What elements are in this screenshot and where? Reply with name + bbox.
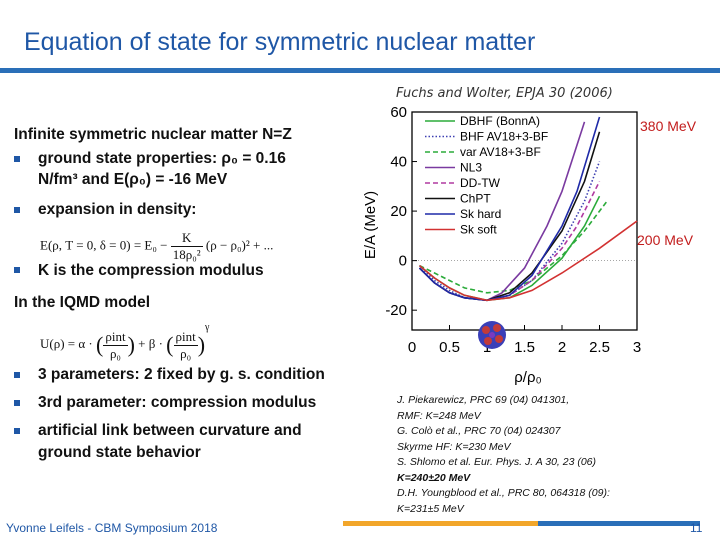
legend-entry: Sk soft (460, 223, 497, 237)
y-tick-label: 40 (390, 154, 407, 171)
y-tick-label: 0 (399, 253, 407, 270)
eq1-lhs: E(ρ, T = 0, δ = 0) = E₀ − (40, 237, 168, 253)
reference-line: J. Piekarewicz, PRC 69 (04) 041301, (397, 394, 570, 406)
bullet-third-parameter: 3rd parameter: compression modulus (38, 394, 317, 411)
x-tick-label: 1.5 (514, 339, 535, 356)
bullet-marker (14, 207, 20, 213)
footer-bar-blue (538, 521, 700, 526)
heading-infinite-matter: Infinite symmetric nuclear matter N=Z (14, 126, 292, 143)
series-line-2 (418, 161, 601, 302)
bullet-marker (14, 267, 20, 273)
eq2-mid: + β · (138, 336, 163, 351)
bullet-artificial-link-line2: ground state behavior (38, 444, 201, 461)
y-tick-label: -20 (385, 302, 407, 319)
bullet-ground-state-line1: ground state properties: ρ₀ = 0.16 (38, 150, 286, 167)
reference-line: G. Colò et al., PRC 70 (04) 024307 (397, 425, 561, 437)
x-tick-label: 2 (558, 339, 566, 356)
eq1-fraction: K 18ρ₀² (170, 230, 203, 263)
series-line-3 (419, 200, 608, 294)
y-tick-label: 20 (390, 203, 407, 220)
eq2-numerator-1: ρint (103, 328, 128, 346)
eq1-numerator: K (170, 230, 203, 247)
reference-line: RMF: K=248 MeV (397, 409, 481, 422)
eq2-exponent: γ (205, 322, 210, 333)
bullet-marker (14, 372, 20, 378)
bullet-marker (14, 428, 20, 434)
legend-entry: Sk hard (460, 207, 501, 221)
bullet-expansion: expansion in density: (38, 201, 197, 218)
eq2-denominator-2: ρ₀ (180, 345, 192, 361)
title-rule (0, 68, 720, 73)
annotation-200-mev: 200 MeV (637, 232, 694, 248)
eq2-lhs: U(ρ) = α · (40, 336, 93, 351)
eq2-numerator-2: ρint (173, 328, 198, 346)
bullet-compression-modulus: K is the compression modulus (38, 262, 264, 279)
eq2-fraction-2: ρint ρ₀ (173, 328, 198, 362)
annotation-380-mev: 380 MeV (640, 118, 697, 134)
eq1-denominator: 18ρ₀² (172, 247, 201, 262)
bullet-three-parameters: 3 parameters: 2 fixed by g. s. condition (38, 366, 325, 383)
bullet-artificial-link-line1: artificial link between curvature and (38, 422, 302, 439)
reference-line: K=231±5 MeV (397, 502, 464, 515)
x-tick-label: 2.5 (589, 339, 610, 356)
equation-iqmd-potential: U(ρ) = α · ( ρint ρ₀ ) + β · ( ρint ρ₀ )… (40, 322, 210, 362)
x-tick-label: 3 (633, 339, 641, 356)
nucleus-illustration (478, 321, 506, 349)
y-axis-label: E/A (MeV) (362, 191, 379, 259)
legend-entry: DBHF (BonnA) (460, 114, 540, 128)
heading-iqmd: In the IQMD model (14, 294, 151, 311)
reference-line: Skyrme HF: K=230 MeV (397, 440, 511, 453)
series-line-8 (418, 220, 638, 302)
y-tick-label: 60 (390, 104, 407, 121)
reference-line: K=240±20 MeV (397, 471, 471, 484)
x-tick-label: 0.5 (439, 339, 460, 356)
equation-expansion: E(ρ, T = 0, δ = 0) = E₀ − K 18ρ₀² (ρ − ρ… (40, 230, 273, 263)
x-tick-label: 0 (408, 339, 416, 356)
page-number: 11 (690, 521, 703, 535)
eq1-rhs: (ρ − ρ₀)² + ... (205, 237, 274, 253)
x-axis-label: ρ/ρ₀ (514, 369, 541, 386)
legend-entry: var AV18+3-BF (460, 145, 541, 159)
footer-bar-orange (343, 521, 538, 526)
legend-entry: DD-TW (460, 176, 501, 190)
citation: Fuchs and Wolter, EPJA 30 (2006) (396, 86, 613, 101)
reference-line: S. Shlomo et al. Eur. Phys. J. A 30, 23 … (397, 456, 597, 468)
series-line-7 (418, 116, 601, 302)
legend-entry: BHF AV18+3-BF (460, 130, 548, 144)
bullet-ground-state-line2: N/fm³ and E(ρ₀) = -16 MeV (38, 171, 228, 188)
reference-line: D.H. Youngblood et al., PRC 80, 064318 (… (397, 487, 610, 499)
bullet-marker (14, 400, 20, 406)
bullet-marker (14, 156, 20, 162)
legend-entry: ChPT (460, 192, 491, 206)
eq2-denominator-1: ρ₀ (109, 345, 121, 361)
slide-title: Equation of state for symmetric nuclear … (24, 28, 536, 56)
eq2-fraction-1: ρint ρ₀ (103, 328, 128, 362)
footer-text: Yvonne Leifels - CBM Symposium 2018 (6, 521, 218, 535)
legend-entry: NL3 (460, 161, 482, 175)
reference-list: J. Piekarewicz, PRC 69 (04) 041301, RMF: … (397, 393, 610, 517)
